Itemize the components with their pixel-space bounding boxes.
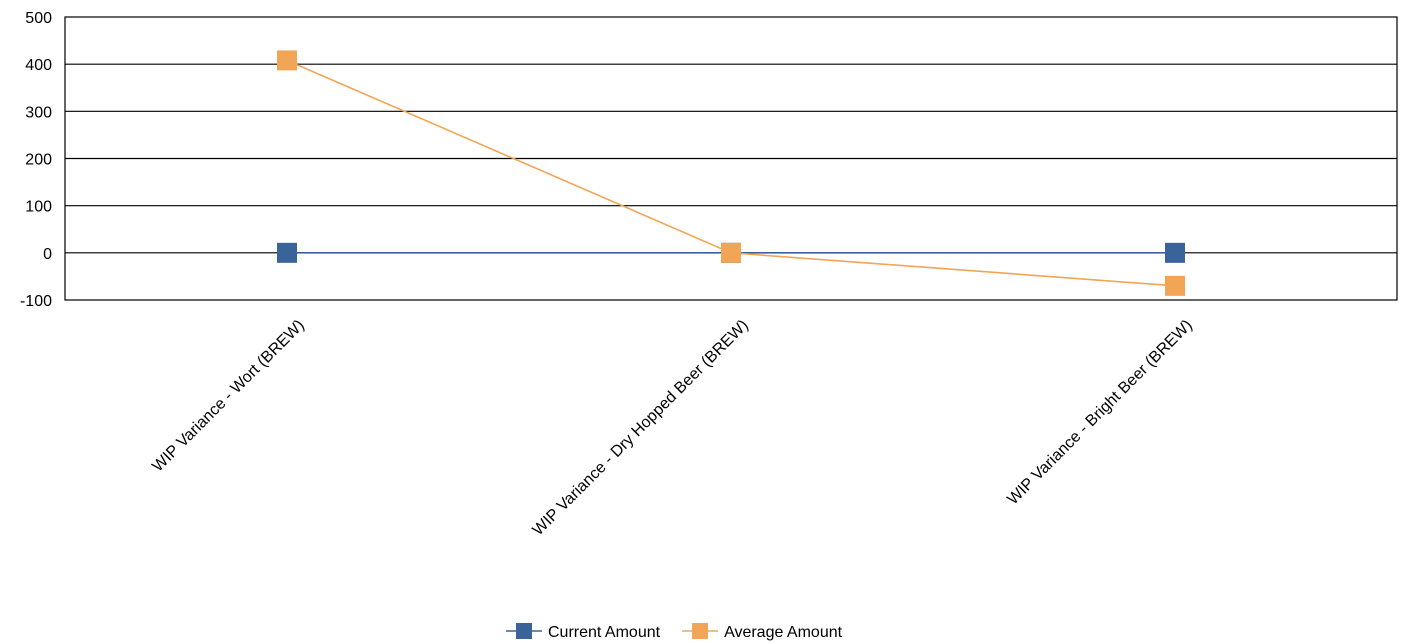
x-tick-label: WIP Variance - Bright Beer (BREW)	[1004, 317, 1195, 508]
y-tick-label: 300	[25, 104, 52, 121]
series-1-point	[1165, 275, 1185, 296]
legend-marker-0	[516, 623, 532, 639]
plot-border	[64, 16, 1398, 301]
series-1-point	[721, 242, 741, 263]
y-tick-label: 500	[25, 10, 52, 27]
y-tick-label: 400	[25, 57, 52, 74]
x-tick-label: WIP Variance - Wort (BREW)	[149, 317, 307, 475]
series-0-point	[277, 242, 297, 263]
series-1-point	[277, 50, 297, 71]
legend-label-0: Current Amount	[548, 624, 661, 641]
y-tick-label: -100	[20, 293, 52, 310]
y-axis: -100 0 100 200 300 400 500	[20, 10, 52, 310]
x-axis: WIP Variance - Wort (BREW) WIP Variance -…	[149, 317, 1195, 539]
x-tick-label: WIP Variance - Dry Hopped Beer (BREW)	[530, 317, 752, 539]
y-tick-label: 0	[43, 246, 52, 263]
series-0-point	[1165, 242, 1185, 263]
series-layer	[277, 50, 1185, 296]
y-tick-label: 200	[25, 152, 52, 169]
legend: Current Amount Average Amount	[506, 623, 843, 641]
y-tick-label: 100	[25, 199, 52, 216]
legend-label-1: Average Amount	[724, 624, 843, 641]
legend-marker-1	[692, 623, 709, 639]
